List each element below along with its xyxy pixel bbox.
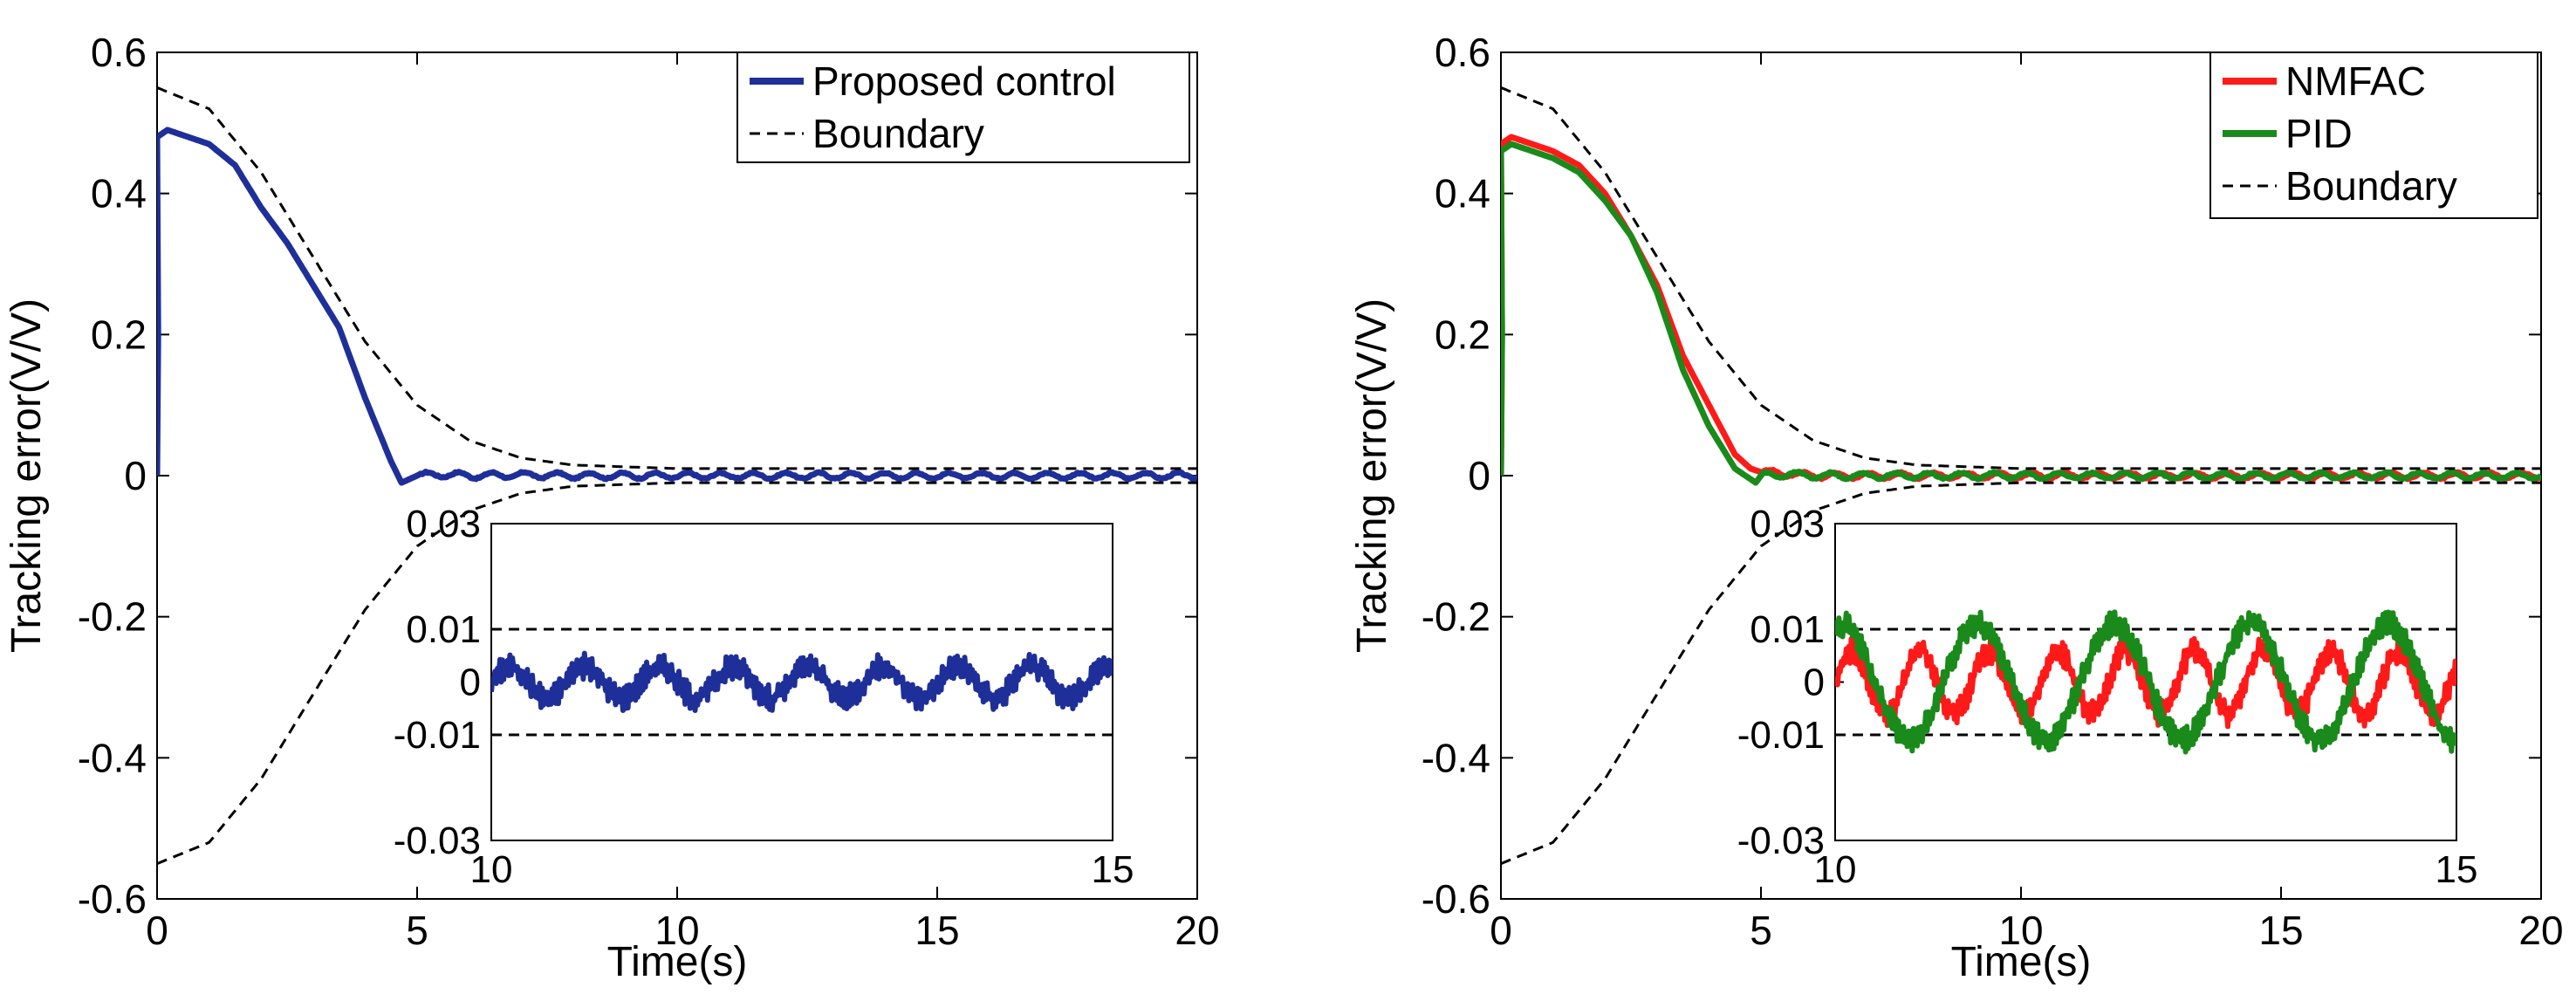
y-tick-label: -0.4 [1422, 735, 1490, 780]
inset-chart: -0.03 -0.01 0 0.01 0.03 10 15 [1737, 503, 2478, 891]
y-tick-label: -0.2 [78, 594, 147, 640]
series-line-boundary-lower [157, 481, 1197, 865]
inset-chart: -0.03 -0.01 0 0.01 0.03 10 15 [394, 503, 1134, 891]
y-tick-label: 0 [1468, 453, 1490, 498]
inset-y-tick-label: 0 [1804, 662, 1825, 704]
legend-label: Boundary [2285, 163, 2457, 209]
x-axis-label: Time(s) [1951, 939, 2092, 985]
series-group [157, 86, 1197, 865]
series-line-proposed-control [157, 127, 1197, 486]
x-tick-label: 10 [654, 908, 699, 953]
y-axis-label: Tracking error(V/V) [1349, 298, 1395, 653]
legend-box [736, 51, 1190, 163]
inset-y-tick-label: -0.03 [394, 819, 481, 862]
legend-label: NMFAC [2285, 58, 2426, 104]
y-tick-label: 0.4 [91, 171, 147, 216]
series-group [1501, 86, 2541, 865]
series-line-boundary [157, 86, 1197, 470]
x-tick-label: 20 [1175, 908, 1219, 953]
right-chart: 0 5 10 15 20 -0.6 -0.4 -0.2 0 0.2 0.4 0.6 Time(s) Tra… [1349, 30, 2564, 985]
y-axis-label: Tracking error(V/V) [3, 298, 50, 653]
x-axis-label: Time(s) [607, 939, 748, 985]
x-tick-label: 20 [2518, 908, 2563, 953]
inset-x-tick-label: 10 [470, 848, 513, 891]
x-tick-label: 0 [146, 908, 168, 953]
legend-label: Boundary [812, 111, 984, 156]
x-tick-label: 15 [915, 908, 959, 953]
inset-y-tick-label: -0.03 [1737, 819, 1825, 862]
inset-y-tick-label: 0.03 [1750, 503, 1825, 545]
inset-y-tick-label: -0.01 [394, 714, 481, 757]
x-tick-label: 0 [1490, 908, 1512, 953]
y-tick-label: 0.2 [91, 312, 147, 357]
inset-y-tick-label: 0.01 [1750, 608, 1825, 651]
inset-y-tick-label: 0.03 [406, 503, 481, 545]
x-tick-label: 5 [406, 908, 428, 953]
inset-series-line-proposed-control [491, 650, 1113, 713]
y-tick-label: -0.2 [1422, 594, 1490, 640]
x-tick-label: 5 [1750, 908, 1772, 953]
y-tick-label: 0.6 [91, 30, 147, 75]
y-tick-label: 0.6 [1435, 30, 1490, 75]
inset-y-tick-label: 0.01 [406, 608, 481, 651]
y-tick-label: -0.4 [78, 735, 147, 780]
x-tick-label: 10 [1998, 908, 2043, 953]
y-tick-label: -0.6 [1422, 876, 1490, 922]
y-tick-label: 0.4 [1435, 171, 1490, 216]
left-chart: 0 5 10 15 20 -0.6 -0.4 -0.2 0 0.2 0.4 0.6 Time(s) Tra… [3, 30, 1220, 985]
series-line-pid [1501, 141, 2541, 486]
inset-x-tick-label: 15 [2436, 848, 2478, 891]
inset-x-tick-label: 10 [1814, 848, 1857, 891]
y-tick-label: -0.6 [78, 876, 147, 922]
series-line-boundary [1501, 86, 2541, 470]
legend-label: Proposed control [812, 58, 1116, 104]
inset-y-tick-label: -0.01 [1737, 714, 1825, 757]
series-line-boundary-lower [1501, 481, 2541, 865]
inset-x-tick-label: 15 [1092, 848, 1134, 891]
inset-series-line-pid [1835, 609, 2456, 755]
legend-label: PID [2285, 111, 2353, 156]
y-tick-label: 0 [124, 453, 147, 498]
y-tick-label: 0.2 [1435, 312, 1490, 357]
x-tick-label: 15 [2258, 908, 2303, 953]
inset-y-tick-label: 0 [460, 662, 481, 704]
